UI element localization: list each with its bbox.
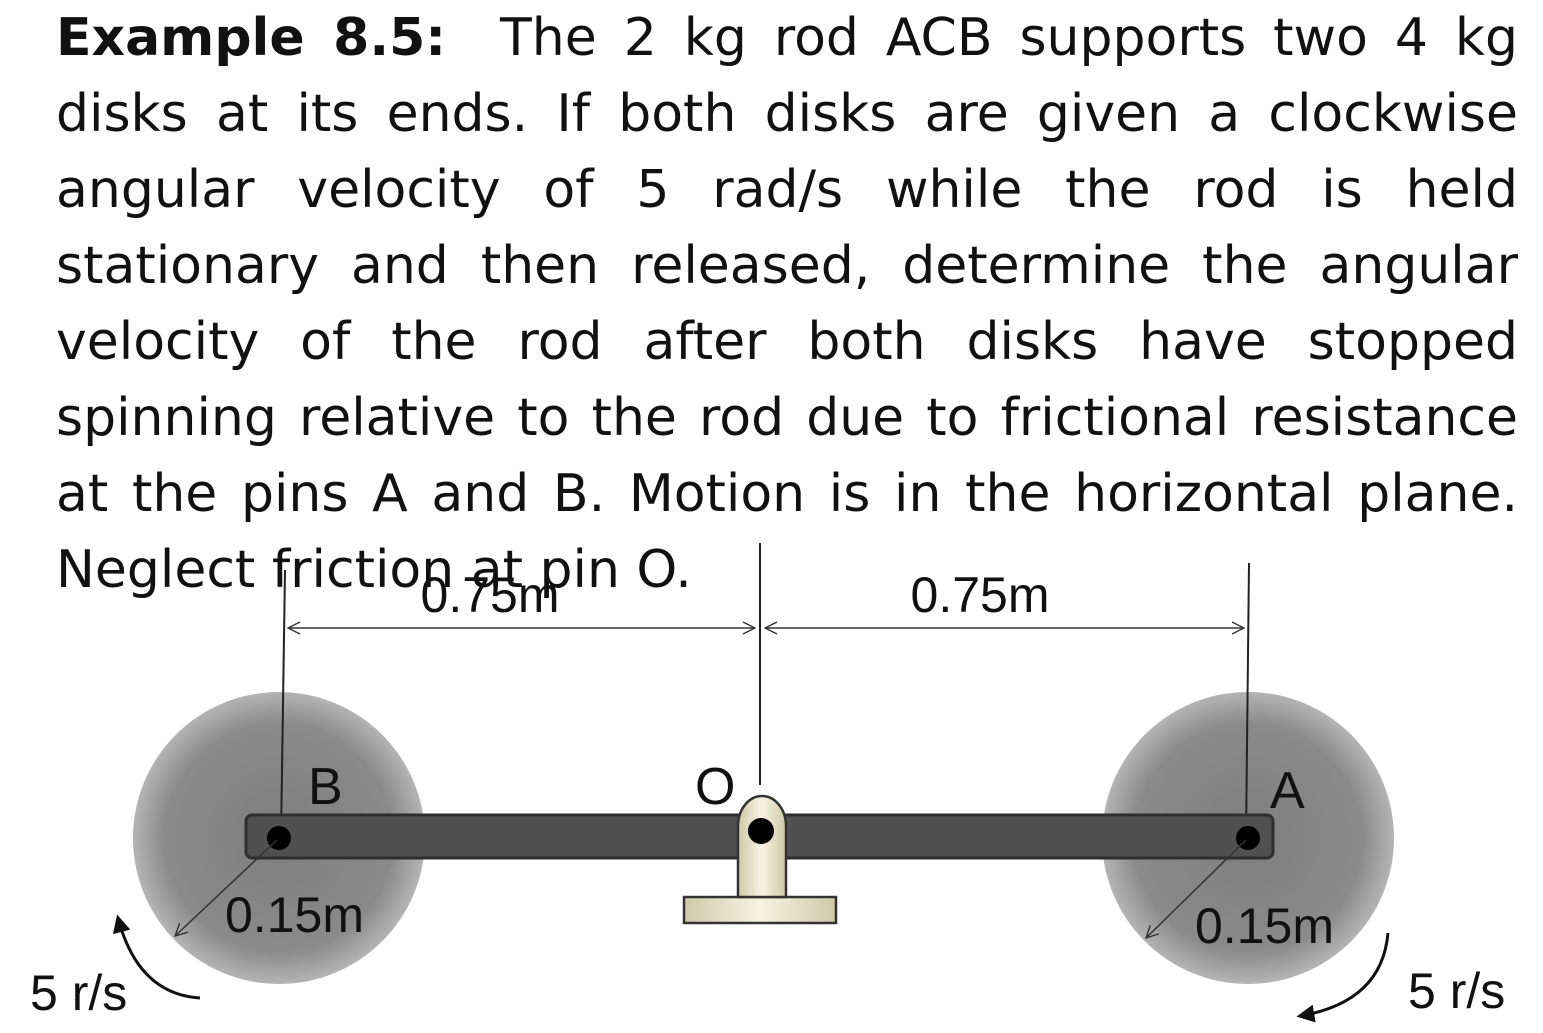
extension-line-a bbox=[1245, 562, 1250, 839]
support-bracket bbox=[736, 794, 788, 899]
pin-o bbox=[748, 818, 774, 844]
omega-arrow-left bbox=[112, 914, 201, 1000]
omega-label-left: 5 r/s bbox=[30, 965, 127, 1021]
pin-o-label: O bbox=[695, 758, 735, 816]
pin-b-label: B bbox=[308, 758, 343, 816]
dimension-label-right: 0.75m bbox=[911, 567, 1050, 623]
radius-line-a bbox=[1146, 839, 1247, 938]
omega-arrow-right bbox=[1296, 932, 1390, 1023]
dimension-label-left: 0.75m bbox=[421, 567, 560, 623]
extension-line-b bbox=[280, 569, 286, 839]
problem-text: The 2 kg rod ACB supports two 4 kg disks… bbox=[56, 8, 1519, 600]
example-label: Example 8.5: bbox=[56, 8, 447, 68]
omega-label-right: 5 r/s bbox=[1408, 963, 1505, 1019]
problem-statement: Example 8.5: The 2 kg rod ACB supports t… bbox=[56, 0, 1518, 608]
radius-line-b bbox=[175, 839, 278, 936]
radius-label-b: 0.15m bbox=[225, 887, 364, 943]
radius-label-a: 0.15m bbox=[1195, 898, 1334, 954]
pin-a-label: A bbox=[1270, 762, 1305, 820]
support-base bbox=[682, 895, 838, 925]
